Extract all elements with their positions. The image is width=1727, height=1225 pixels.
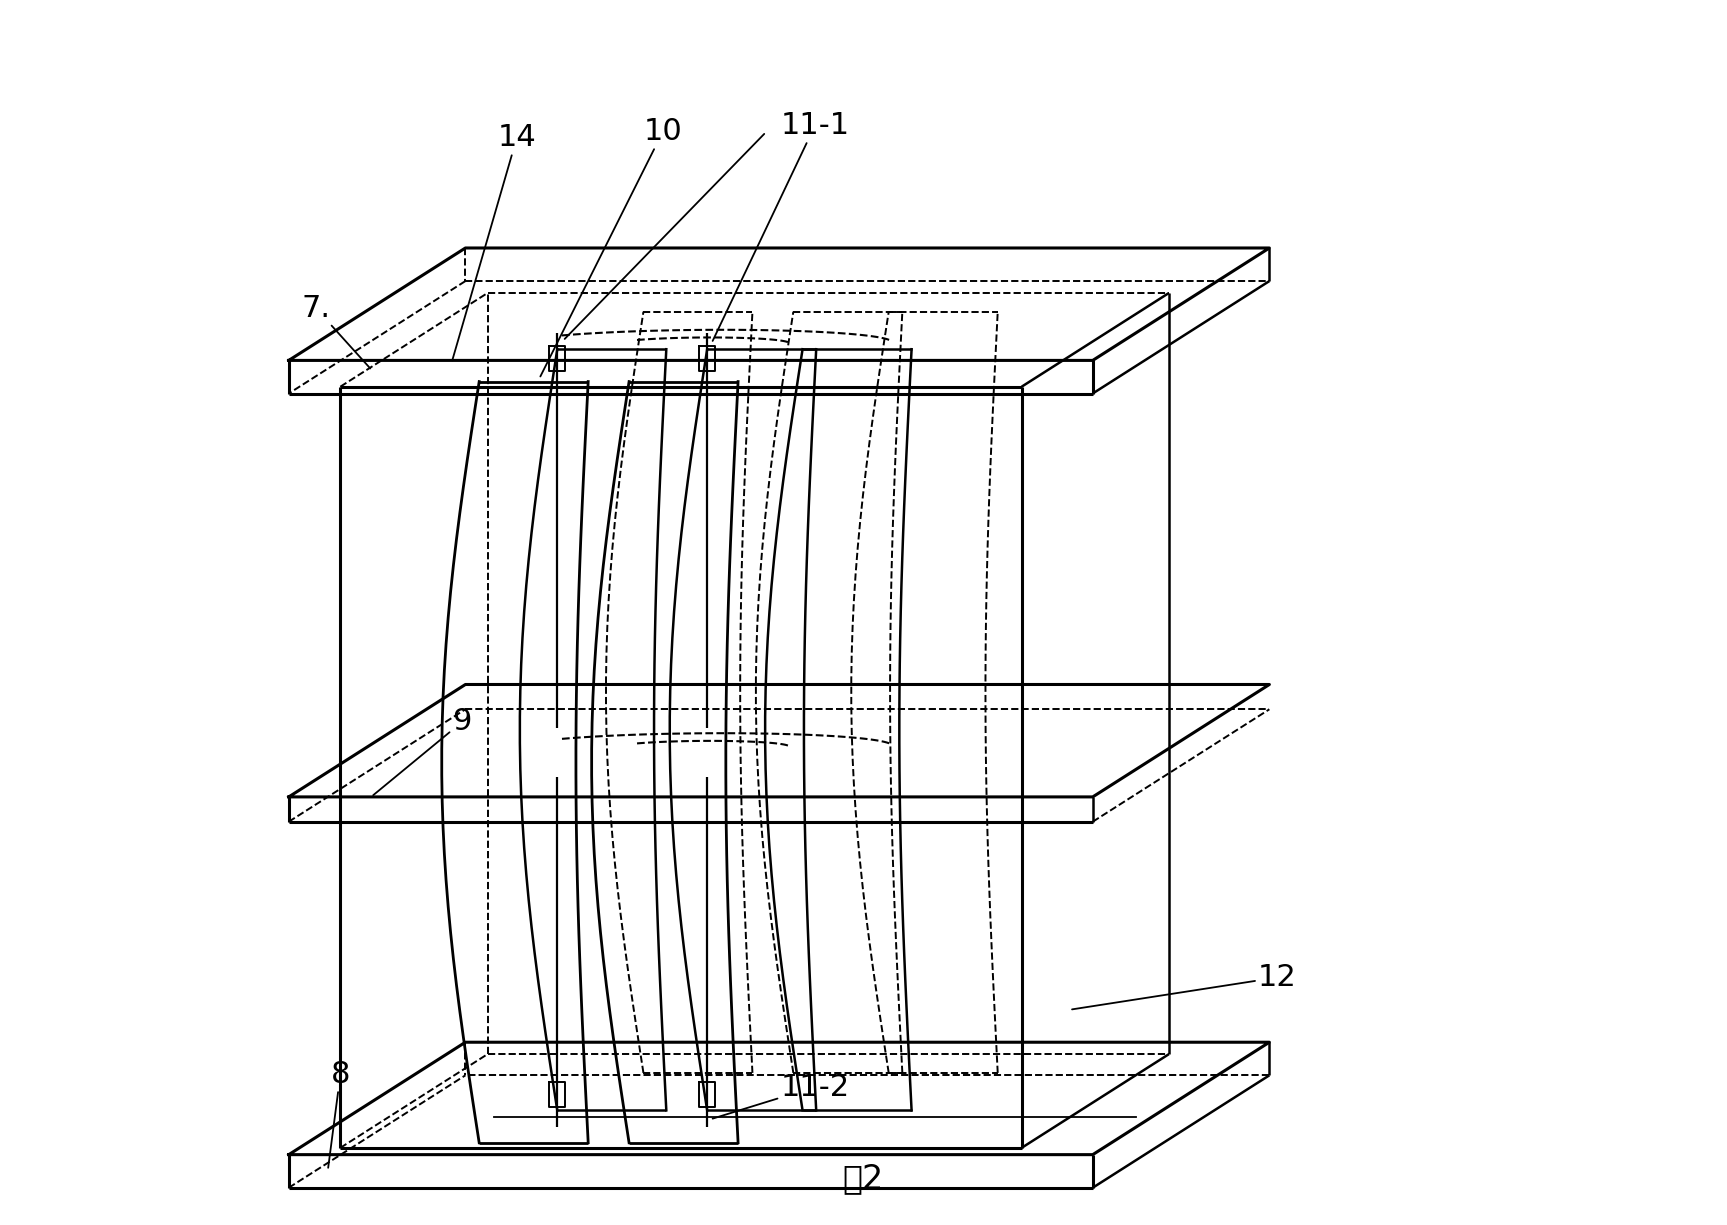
Text: 图2: 图2 bbox=[843, 1161, 884, 1194]
Text: 9: 9 bbox=[373, 708, 471, 795]
Text: 8: 8 bbox=[328, 1061, 351, 1167]
Text: 7.: 7. bbox=[302, 294, 370, 369]
Text: 10: 10 bbox=[541, 118, 682, 376]
Text: 14: 14 bbox=[452, 124, 535, 360]
Text: 11-1: 11-1 bbox=[713, 111, 850, 341]
Text: 12: 12 bbox=[1072, 963, 1297, 1009]
Text: 11-2: 11-2 bbox=[713, 1073, 850, 1118]
